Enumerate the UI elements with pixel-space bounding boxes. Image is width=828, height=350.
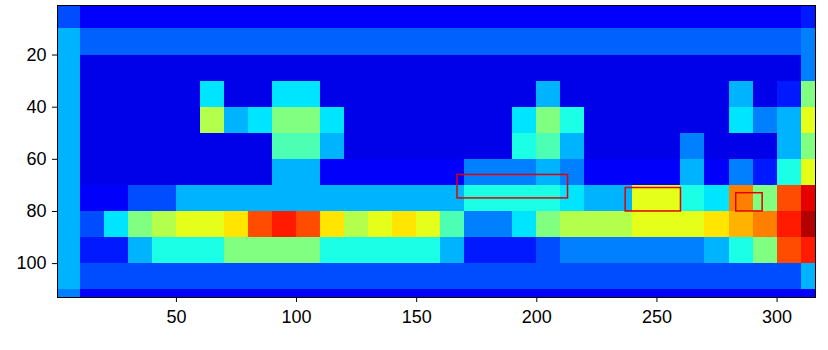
svg-text:50: 50 (166, 307, 186, 327)
svg-text:250: 250 (642, 307, 672, 327)
svg-text:300: 300 (762, 307, 792, 327)
svg-text:100: 100 (16, 253, 46, 273)
svg-text:100: 100 (282, 307, 312, 327)
svg-text:200: 200 (522, 307, 552, 327)
svg-text:150: 150 (402, 307, 432, 327)
svg-text:40: 40 (26, 97, 46, 117)
svg-text:20: 20 (26, 45, 46, 65)
svg-text:60: 60 (26, 149, 46, 169)
svg-text:80: 80 (26, 201, 46, 221)
